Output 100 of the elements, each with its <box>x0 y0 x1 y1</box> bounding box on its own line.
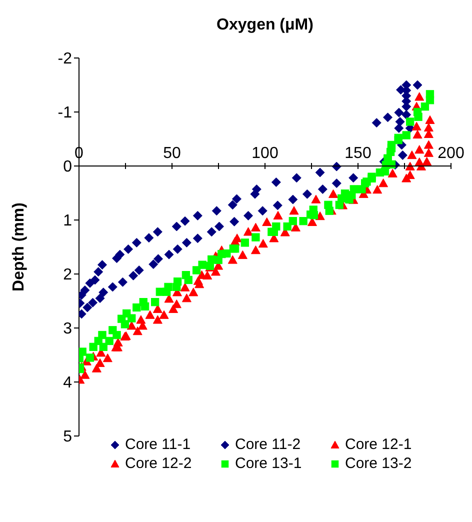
point <box>80 370 90 379</box>
point <box>272 200 282 210</box>
point <box>315 168 325 178</box>
point <box>182 238 192 248</box>
point <box>420 102 430 111</box>
point <box>92 364 102 372</box>
point <box>271 177 281 187</box>
point <box>98 260 107 270</box>
point <box>172 222 182 232</box>
point <box>414 112 422 121</box>
point <box>424 122 434 132</box>
y-tick-label: 0 <box>63 158 72 176</box>
y-tick-label: -2 <box>58 50 72 68</box>
point <box>182 294 192 302</box>
point <box>145 310 155 319</box>
point <box>153 254 163 264</box>
point <box>348 173 358 183</box>
point <box>230 216 240 226</box>
point <box>328 189 338 198</box>
point <box>134 265 144 275</box>
point <box>402 110 412 120</box>
point <box>283 222 292 231</box>
point <box>292 173 302 183</box>
point <box>152 227 162 237</box>
point <box>85 278 95 288</box>
point <box>332 178 342 188</box>
point <box>250 245 260 254</box>
point <box>132 303 141 312</box>
point <box>238 250 248 259</box>
y-axis-title: Depth (mm) <box>10 202 28 292</box>
point <box>198 260 206 269</box>
point <box>273 210 283 220</box>
point <box>144 233 154 243</box>
point <box>412 80 422 90</box>
point <box>193 276 203 285</box>
point <box>98 288 108 298</box>
point <box>372 185 382 194</box>
point <box>102 353 112 362</box>
y-tick-label: 3 <box>63 320 72 338</box>
point <box>222 249 231 258</box>
point <box>232 194 242 204</box>
point <box>262 217 272 226</box>
point <box>192 234 202 244</box>
x-tick-label: 150 <box>344 145 372 162</box>
point <box>425 115 435 124</box>
point <box>380 167 390 176</box>
point <box>244 210 254 220</box>
point <box>89 342 98 351</box>
point <box>424 148 434 157</box>
point <box>136 315 146 324</box>
point <box>192 210 202 220</box>
point <box>228 200 238 210</box>
point <box>151 298 160 306</box>
point <box>372 118 382 128</box>
legend-label: Core 13-2 <box>345 455 412 472</box>
point <box>159 310 169 319</box>
point <box>422 156 432 166</box>
point <box>426 96 434 104</box>
point <box>172 282 181 292</box>
legend-label: Core 11-1 <box>125 436 191 453</box>
point <box>180 282 190 292</box>
point <box>214 256 222 264</box>
x-tick-label: 100 <box>252 145 278 162</box>
point <box>105 336 114 346</box>
point <box>164 250 174 260</box>
point <box>128 270 138 280</box>
point <box>86 354 94 362</box>
point <box>168 304 178 313</box>
point <box>108 282 118 292</box>
point <box>240 238 249 247</box>
point <box>258 239 268 248</box>
point <box>311 194 321 204</box>
point <box>394 136 402 144</box>
point <box>184 276 192 284</box>
legend-label: Core 11-2 <box>235 436 301 453</box>
point <box>288 194 298 204</box>
point <box>424 140 434 149</box>
point <box>124 244 134 254</box>
point <box>414 92 424 101</box>
point <box>405 162 415 170</box>
point <box>302 189 312 199</box>
point <box>324 200 332 209</box>
point <box>88 298 98 308</box>
point <box>383 112 393 122</box>
point <box>95 294 105 304</box>
point <box>128 314 136 322</box>
point <box>228 255 238 264</box>
point <box>112 254 122 264</box>
point <box>148 260 158 270</box>
point <box>180 216 190 226</box>
point <box>164 294 174 303</box>
legend-label: Core 12-2 <box>125 455 192 472</box>
point <box>406 118 414 126</box>
point <box>258 206 268 216</box>
point <box>250 222 260 232</box>
legend-label: Core 12-1 <box>345 436 412 453</box>
y-tick-label: 2 <box>63 266 72 284</box>
y-tick-label: -1 <box>58 104 72 122</box>
point <box>172 244 182 254</box>
x-tick-label: 50 <box>163 145 181 162</box>
